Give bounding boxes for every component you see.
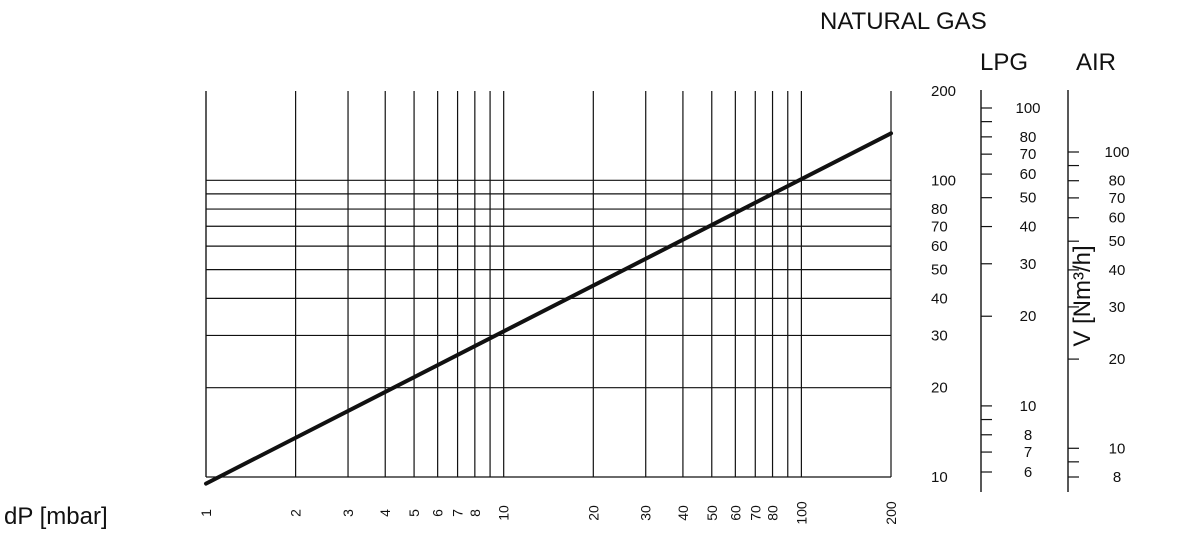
x-tick-label-60: 60	[727, 505, 743, 521]
air-tick-label-100: 100	[1104, 144, 1129, 161]
lpg-tick-label-6: 6	[1024, 464, 1032, 481]
lpg-tick-label-40: 40	[1020, 219, 1037, 236]
air-tick-label-60: 60	[1109, 210, 1126, 227]
air-tick-label-20: 20	[1109, 351, 1126, 368]
natural-gas-tick-label-200: 200	[931, 83, 956, 100]
natural-gas-tick-label-40: 40	[931, 290, 948, 307]
lpg-tick-label-8: 8	[1024, 427, 1032, 444]
lpg-tick-label-60: 60	[1020, 166, 1037, 183]
series-line-0	[204, 131, 893, 486]
air-tick-label-80: 80	[1109, 173, 1126, 190]
air-tick-label-50: 50	[1109, 233, 1126, 250]
y-axis-title: V [Nm³/h]	[1069, 245, 1096, 347]
x-tick-label-10: 10	[496, 505, 512, 521]
air-tick-label-8: 8	[1113, 469, 1121, 486]
natural-gas-scale-title: NATURAL GAS	[820, 8, 987, 35]
x-tick-label-100: 100	[793, 501, 809, 525]
lpg-tick-label-100: 100	[1015, 100, 1040, 117]
x-tick-label-200: 200	[883, 501, 899, 525]
x-tick-label-4: 4	[377, 509, 393, 517]
natural-gas-tick-label-70: 70	[931, 218, 948, 235]
lpg-tick-label-80: 80	[1020, 129, 1037, 146]
lpg-tick-label-10: 10	[1020, 398, 1037, 415]
x-tick-label-6: 6	[430, 509, 446, 517]
x-tick-label-70: 70	[747, 505, 763, 521]
x-tick-label-40: 40	[675, 505, 691, 521]
x-tick-label-7: 7	[450, 509, 466, 517]
x-tick-label-50: 50	[704, 505, 720, 521]
x-tick-label-3: 3	[340, 509, 356, 517]
natural-gas-tick-label-100: 100	[931, 172, 956, 189]
x-tick-label-8: 8	[467, 509, 483, 517]
lpg-tick-label-20: 20	[1020, 308, 1037, 325]
line-layer	[204, 131, 893, 486]
x-tick-label-1: 1	[198, 509, 214, 517]
air-tick-label-10: 10	[1109, 440, 1126, 457]
air-scale-title: AIR	[1076, 49, 1117, 76]
lpg-scale-title: LPG	[980, 49, 1029, 76]
lpg-tick-label-7: 7	[1024, 444, 1032, 461]
lpg-tick-label-50: 50	[1020, 190, 1037, 207]
tick-layer: 1 2 3 4 5 6 7 8 10 20 30 40 50 60 70 80 100 2001020304050…	[198, 83, 1130, 525]
lpg-tick-label-30: 30	[1020, 256, 1037, 273]
lpg-tick-label-70: 70	[1020, 146, 1037, 163]
natural-gas-tick-label-20: 20	[931, 380, 948, 397]
air-tick-label-30: 30	[1109, 299, 1126, 316]
natural-gas-tick-label-60: 60	[931, 238, 948, 255]
x-tick-label-5: 5	[406, 509, 422, 517]
air-tick-label-70: 70	[1109, 190, 1126, 207]
x-tick-label-2: 2	[288, 509, 304, 517]
natural-gas-tick-label-80: 80	[931, 201, 948, 218]
natural-gas-tick-label-10: 10	[931, 469, 948, 486]
x-tick-label-30: 30	[638, 505, 654, 521]
air-tick-label-40: 40	[1109, 262, 1126, 279]
x-axis-title: dP [mbar]	[4, 503, 108, 530]
natural-gas-tick-label-30: 30	[931, 327, 948, 344]
grid-layer	[205, 91, 892, 478]
natural-gas-tick-label-50: 50	[931, 262, 948, 279]
x-tick-label-80: 80	[765, 505, 781, 521]
x-tick-label-20: 20	[585, 505, 601, 521]
